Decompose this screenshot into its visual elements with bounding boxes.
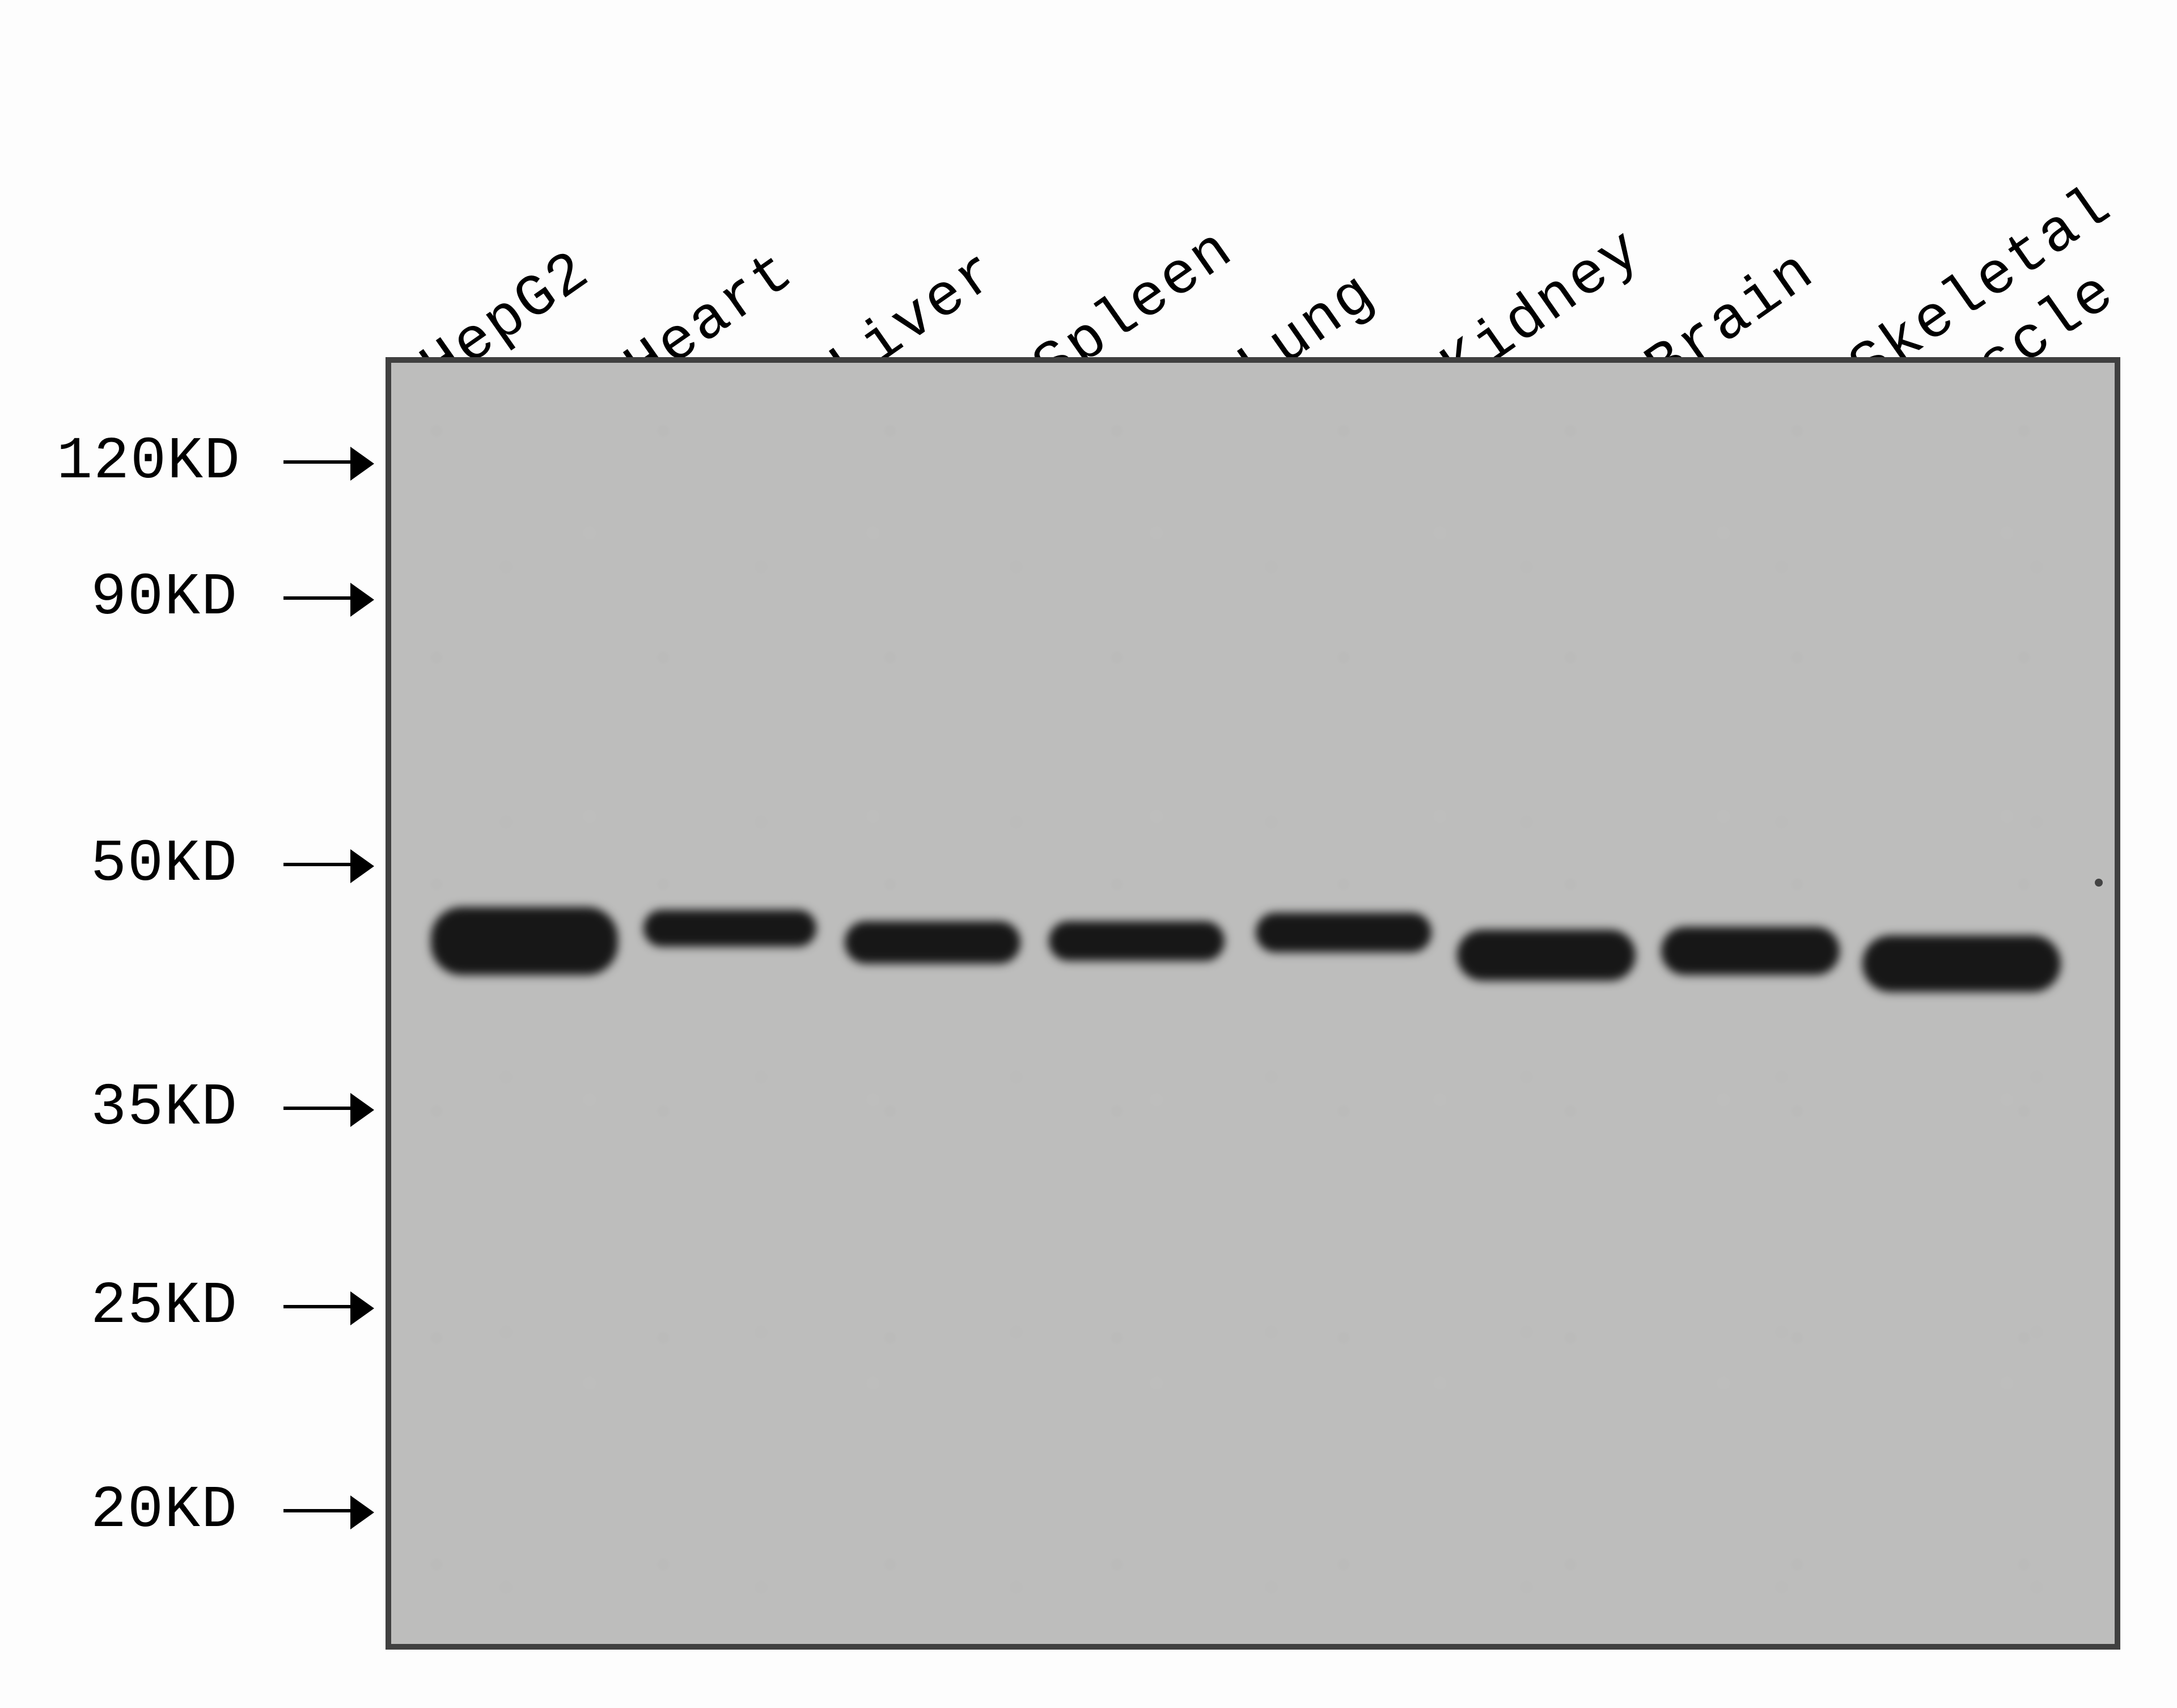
band-spleen [1049, 921, 1225, 961]
band-liver [845, 921, 1020, 964]
band-brain [1661, 927, 1840, 975]
mw-arrow-20kd [283, 1509, 351, 1512]
band-lung [1256, 913, 1431, 952]
mw-arrow-25kd [283, 1305, 351, 1308]
mw-arrow-35kd [283, 1107, 351, 1110]
blot-speck [2095, 879, 2103, 887]
mw-arrow-90kd [283, 596, 351, 600]
band-hepg2 [431, 907, 618, 975]
band-heart [643, 910, 816, 947]
mw-label-50kd: 50KD [91, 830, 238, 898]
mw-arrow-50kd [283, 863, 351, 866]
blot-membrane [386, 357, 2120, 1650]
mw-label-25kd: 25KD [91, 1273, 238, 1340]
band-skeletal [1862, 935, 2061, 992]
band-kidney [1457, 930, 1636, 981]
mw-label-20kd: 20KD [91, 1477, 238, 1544]
mw-label-120kd: 120KD [57, 428, 241, 495]
mw-arrow-120kd [283, 460, 351, 464]
mw-label-35kd: 35KD [91, 1074, 238, 1142]
western-blot-figure: 120KD 90KD 50KD 35KD 25KD 20KD HepG2 Hea… [0, 0, 2177, 1708]
mw-label-90kd: 90KD [91, 564, 238, 632]
